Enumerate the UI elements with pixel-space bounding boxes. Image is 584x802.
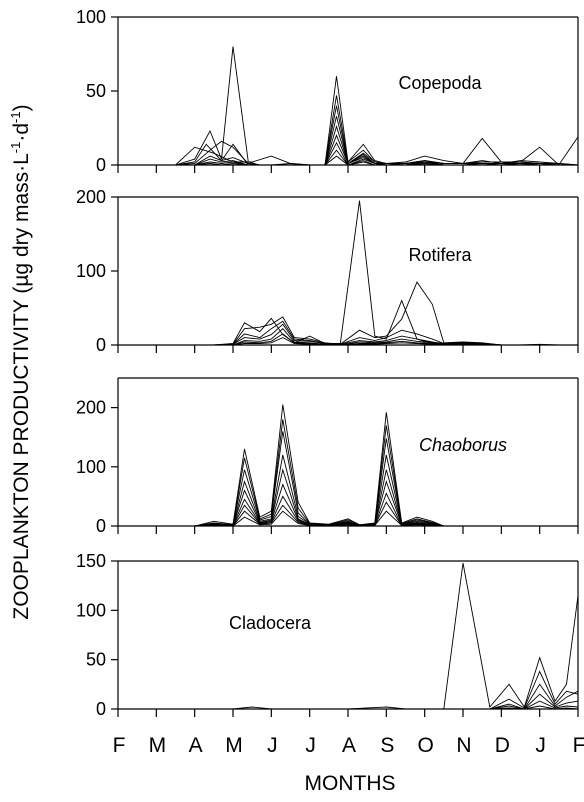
y-tick-label: 0 — [96, 516, 106, 536]
series-line-1 — [118, 76, 579, 166]
series-line-7 — [194, 337, 578, 346]
month-label: N — [456, 734, 471, 757]
series-line-4 — [175, 116, 578, 166]
y-tick-label: 200 — [76, 398, 106, 418]
month-label: J — [535, 734, 546, 757]
series-line-1 — [194, 562, 579, 710]
series-line-3 — [175, 105, 579, 166]
month-label: F — [573, 734, 584, 757]
month-label: F — [113, 734, 126, 757]
panel-cladocera: 0 50 100 150 Cladocera — [76, 551, 579, 719]
y-tick-label: 50 — [86, 81, 106, 101]
series-line-3 — [194, 320, 578, 346]
panel-rotifera: 0 100 200 Rotifera — [76, 187, 579, 355]
y-axis-title: ZOOPLANKTON PRODUCTIVITY (µg dry mass·L-… — [8, 104, 33, 619]
x-axis-title: MONTHS — [305, 772, 396, 795]
y-tick-label: 150 — [76, 551, 106, 571]
y-axis-title-end: ) — [10, 104, 33, 111]
month-label: S — [380, 734, 394, 757]
y-tick-label: 100 — [76, 600, 106, 620]
month-label: D — [495, 734, 510, 757]
month-label: M — [225, 734, 243, 757]
panel-chaoborus: 0 100 200 Chaoborus — [76, 377, 579, 536]
y-tick-label: 100 — [76, 261, 106, 281]
panel-label-cladocera: Cladocera — [229, 613, 312, 633]
series-line-9 — [175, 510, 463, 527]
series-line-2 — [175, 46, 579, 166]
chart-panels: 0 50 100 Copepoda 0 100 200 Rotifera 0 100 200 Chao… — [76, 7, 579, 719]
y-tick-label: 0 — [96, 335, 106, 355]
y-tick-label: 200 — [76, 187, 106, 207]
y-tick-label: 50 — [86, 650, 106, 670]
y-tick-label: 0 — [96, 155, 106, 175]
series-line-1 — [175, 200, 578, 346]
panel-label-rotifera: Rotifera — [408, 245, 472, 265]
y-tick-label: 100 — [76, 7, 106, 27]
series-line-6 — [443, 705, 579, 710]
series-line-1 — [175, 404, 463, 527]
panel-label-copepoda: Copepoda — [398, 73, 482, 93]
panel-copepoda: 0 50 100 Copepoda — [76, 7, 579, 175]
month-label: J — [267, 734, 278, 757]
series-line-7 — [175, 492, 463, 527]
month-label: O — [417, 734, 433, 757]
y-axis-title-mid: ·d — [10, 123, 33, 142]
series-line-9 — [175, 155, 578, 166]
series-line-4 — [175, 454, 463, 527]
month-label: J — [305, 734, 316, 757]
y-axis-title-sup2: -1 — [8, 111, 23, 123]
y-tick-label: 100 — [76, 457, 106, 477]
y-axis-title-main: ZOOPLANKTON PRODUCTIVITY (µg dry mass·L — [10, 153, 33, 619]
y-tick-label: 0 — [96, 699, 106, 719]
month-label: M — [149, 734, 167, 757]
month-label: A — [342, 734, 356, 757]
series-line-5 — [175, 124, 578, 166]
month-label: A — [189, 734, 203, 757]
y-axis-title-sup1: -1 — [8, 142, 23, 154]
panel-label-chaoborus: Chaoborus — [419, 435, 507, 455]
